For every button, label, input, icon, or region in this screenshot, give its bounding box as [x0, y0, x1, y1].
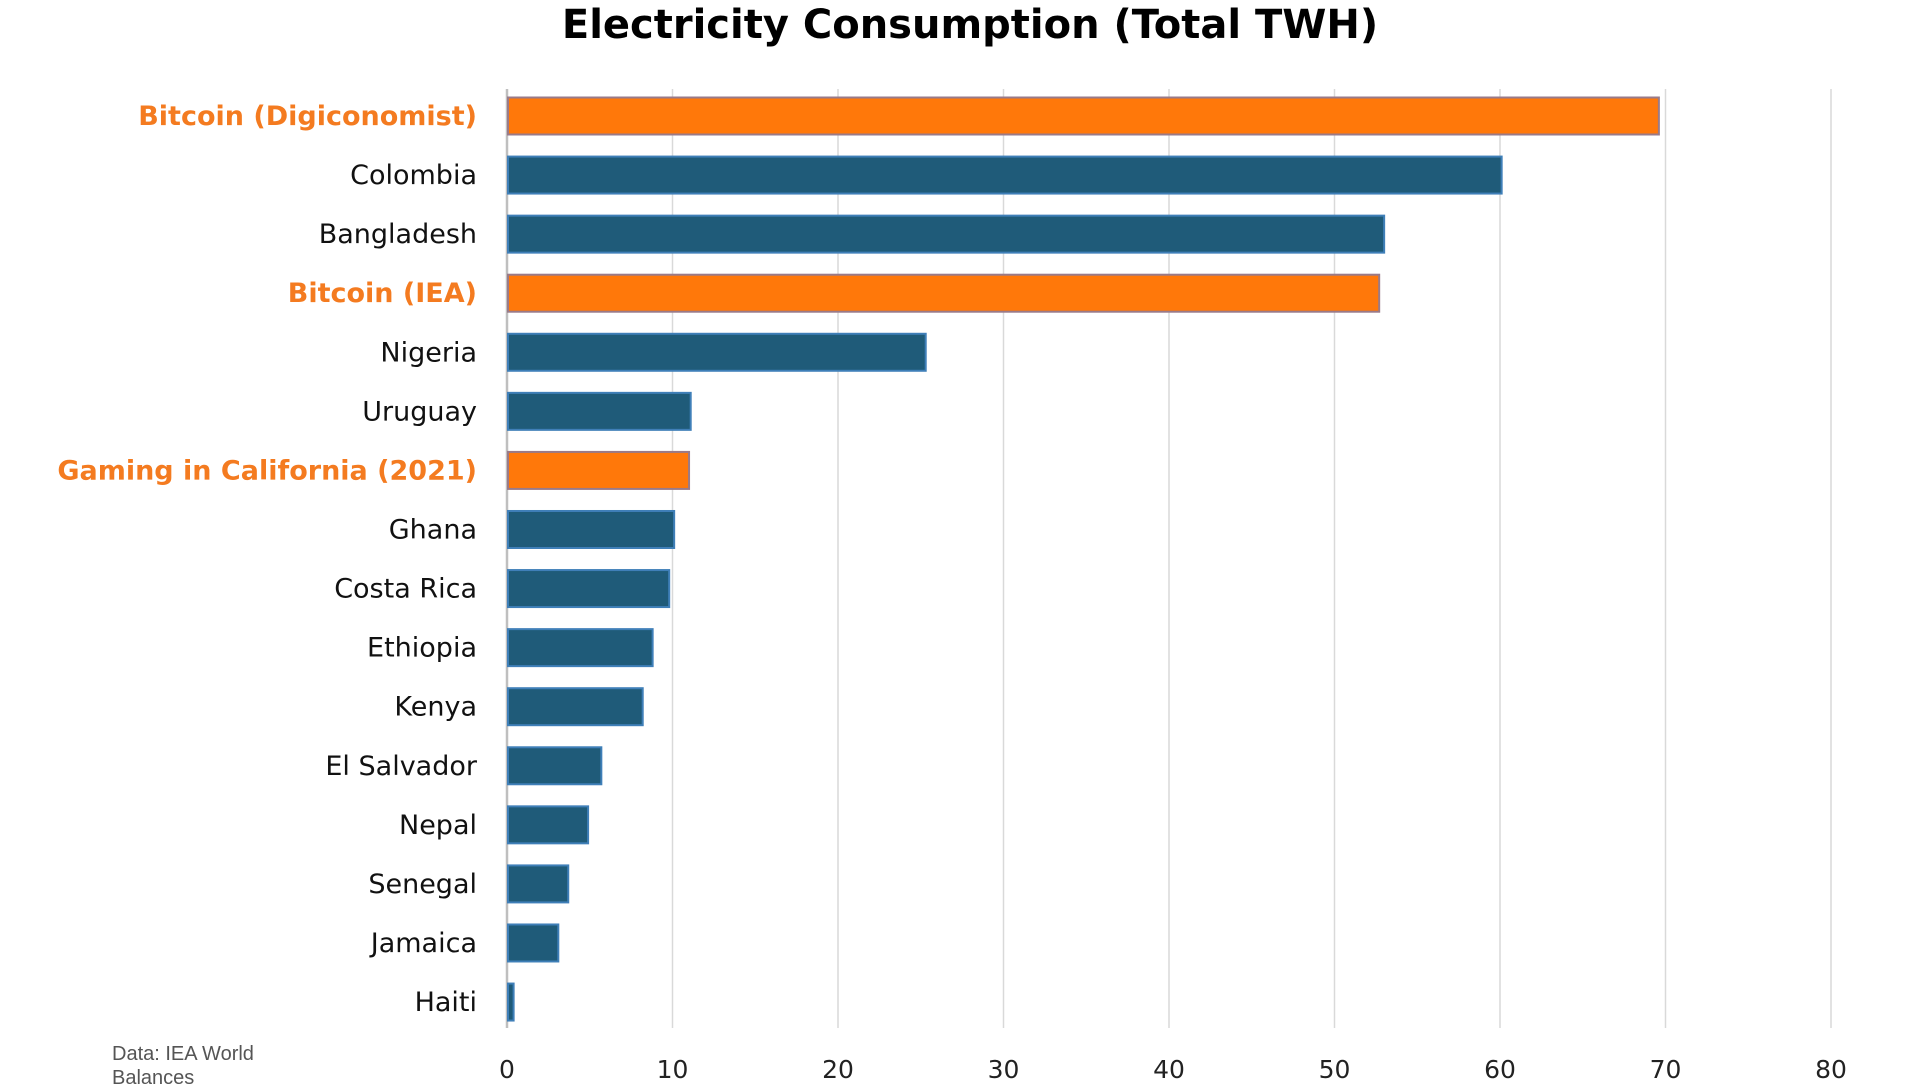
bar-ethiopia	[507, 628, 654, 668]
category-label: Costa Rica	[334, 574, 477, 605]
category-label: Bitcoin (Digiconomist)	[138, 101, 477, 132]
bar-ghana	[507, 509, 676, 549]
x-tick-label: 20	[822, 1055, 854, 1080]
x-tick-label: 30	[988, 1055, 1020, 1080]
bar-nepal	[507, 805, 590, 845]
category-label: Senegal	[368, 869, 477, 900]
x-tick-label: 70	[1650, 1055, 1682, 1080]
category-label: Colombia	[350, 160, 477, 191]
chart-title: Electricity Consumption (Total TWH)	[561, 2, 1379, 48]
category-label: El Salvador	[325, 751, 478, 782]
category-label: Ghana	[389, 514, 477, 545]
category-label: Uruguay	[362, 396, 477, 427]
x-tick-label: 40	[1153, 1055, 1185, 1080]
category-label: Kenya	[394, 692, 477, 723]
bar-gaming-in-california-2021	[507, 450, 691, 490]
x-tick-label: 50	[1319, 1055, 1351, 1080]
x-tick-label: 10	[657, 1055, 689, 1080]
category-label: Ethiopia	[367, 633, 477, 664]
bar-colombia	[507, 155, 1503, 195]
bar-nigeria	[507, 332, 927, 372]
category-label: Bangladesh	[319, 219, 477, 250]
category-label: Jamaica	[369, 928, 477, 959]
x-tick-label: 80	[1815, 1055, 1847, 1080]
category-label: Haiti	[415, 987, 477, 1018]
bar-bitcoin-digiconomist	[507, 96, 1660, 136]
bar-costa-rica	[507, 569, 671, 609]
bar-haiti	[507, 982, 515, 1022]
source-note: Data: IEA World Balances	[112, 1043, 254, 1089]
bar-kenya	[507, 687, 644, 727]
category-label: Gaming in California (2021)	[57, 455, 477, 486]
category-label: Nigeria	[380, 337, 477, 368]
bar-el-salvador	[507, 746, 603, 786]
x-tick-label: 0	[499, 1055, 515, 1080]
category-label: Bitcoin (IEA)	[288, 278, 477, 309]
x-tick-label: 60	[1484, 1055, 1516, 1080]
bar-uruguay	[507, 391, 692, 431]
bar-bangladesh	[507, 214, 1386, 254]
bar-jamaica	[507, 923, 560, 963]
bar-bitcoin-iea	[507, 273, 1381, 313]
category-label: Nepal	[399, 810, 477, 841]
bar-senegal	[507, 864, 570, 904]
